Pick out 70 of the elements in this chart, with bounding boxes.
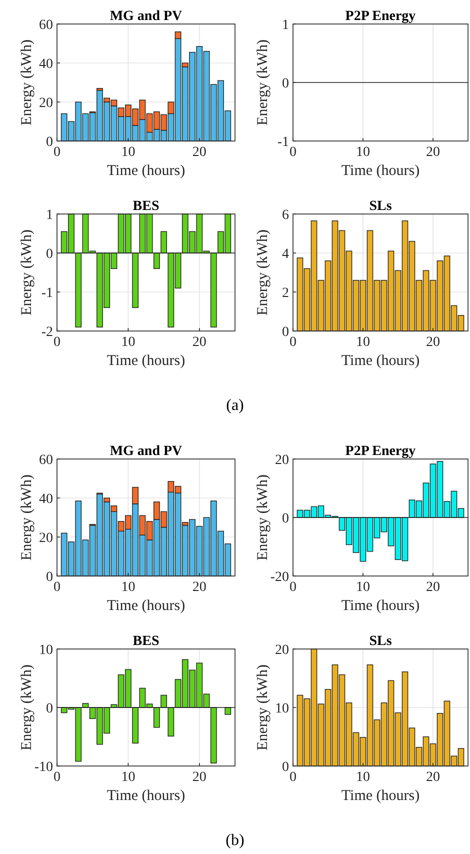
- y-tick-label: 40: [39, 492, 53, 507]
- x-axis-title: Time (hours): [341, 353, 420, 369]
- y-axis-title: Energy (kWh): [255, 474, 271, 560]
- y-tick-label: -10: [34, 760, 53, 775]
- x-tick-label: 10: [121, 145, 136, 160]
- x-axis-title: Time (hours): [341, 598, 420, 614]
- y-tick-label: 1: [282, 18, 289, 33]
- y-tick-label: 1: [46, 208, 53, 223]
- y-tick-label: 10: [39, 642, 53, 658]
- y-tick-label: 40: [39, 56, 53, 72]
- chart-title: SLs: [369, 199, 392, 214]
- y-tick-label: 0: [46, 701, 53, 716]
- y-tick-label: -20: [270, 570, 289, 585]
- x-axis-title: Time (hours): [106, 788, 186, 804]
- y-tick-label: 60: [39, 452, 53, 468]
- y-tick-label: -1: [277, 134, 289, 150]
- x-tick-label: 10: [356, 335, 370, 350]
- y-tick-label: 4: [282, 246, 289, 262]
- text: (a): [226, 397, 244, 414]
- y-tick-label: 20: [39, 530, 53, 546]
- x-tick-label: 10: [121, 335, 136, 350]
- y-axis-title: Energy (kWh): [255, 230, 271, 316]
- x-axis-title: Time (hours): [106, 598, 186, 614]
- y-tick-label: -2: [41, 324, 53, 340]
- y-tick-label: 0: [46, 134, 53, 150]
- y-tick-label: 20: [275, 452, 289, 468]
- y-tick-label: 0: [282, 324, 289, 340]
- x-tick-label: 20: [426, 770, 440, 785]
- y-tick-label: 60: [39, 18, 53, 33]
- y-tick-label: 0: [282, 76, 289, 92]
- y-tick-label: 0: [46, 570, 53, 585]
- y-axis-title: Energy (kWh): [19, 230, 35, 316]
- x-tick-label: 20: [426, 335, 440, 350]
- x-tick-label: 10: [356, 580, 370, 595]
- x-tick-label: 10: [356, 770, 370, 785]
- chart-title: P2P Energy: [345, 444, 416, 459]
- chart-title: SLs: [369, 634, 392, 649]
- chart-title: MG and PV: [110, 444, 182, 459]
- text: (b): [226, 832, 244, 849]
- y-tick-label: -1: [41, 286, 53, 301]
- chart-title: BES: [132, 634, 160, 649]
- chart-title: MG and PV: [110, 9, 182, 24]
- y-axis-title: Energy (kWh): [19, 40, 35, 126]
- x-axis-title: Time (hours): [106, 163, 186, 179]
- y-tick-label: 10: [275, 701, 289, 716]
- x-tick-label: 20: [192, 145, 206, 160]
- y-axis-title: Energy (kWh): [255, 664, 271, 750]
- x-axis-title: Time (hours): [341, 788, 420, 804]
- x-tick-label: 10: [356, 145, 370, 160]
- x-tick-label: 10: [121, 770, 136, 785]
- y-tick-label: 20: [39, 96, 53, 111]
- y-tick-label: 2: [282, 286, 289, 301]
- y-tick-label: 0: [282, 511, 289, 526]
- y-axis-title: Energy (kWh): [255, 40, 271, 126]
- x-tick-label: 10: [121, 580, 136, 595]
- y-tick-label: 0: [46, 246, 53, 262]
- y-tick-label: 0: [282, 760, 289, 775]
- x-tick-label: 20: [192, 335, 206, 350]
- y-axis-title: Energy (kWh): [19, 474, 35, 560]
- chart-title: P2P Energy: [345, 9, 416, 24]
- x-axis-title: Time (hours): [341, 163, 420, 179]
- chart-title: BES: [132, 199, 160, 214]
- y-tick-label: 6: [282, 208, 289, 223]
- x-axis-title: Time (hours): [106, 353, 186, 369]
- x-tick-label: 20: [426, 145, 440, 160]
- x-tick-label: 20: [192, 580, 206, 595]
- x-tick-label: 20: [192, 770, 206, 785]
- y-tick-label: 20: [275, 642, 289, 658]
- y-axis-title: Energy (kWh): [19, 664, 35, 750]
- x-tick-label: 20: [426, 580, 440, 595]
